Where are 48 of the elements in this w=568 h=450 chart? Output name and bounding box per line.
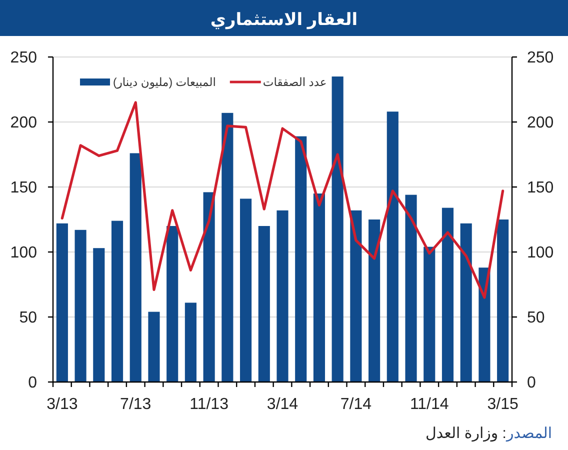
x-tick-label: 3/13 — [46, 396, 78, 413]
x-tick-label: 11/14 — [410, 396, 449, 413]
bar — [203, 192, 215, 382]
y2-tick-label: 50 — [527, 310, 545, 326]
bar — [184, 302, 196, 382]
y-tick-label: 0 — [28, 374, 38, 392]
bar — [56, 223, 68, 382]
bar — [478, 268, 490, 382]
bar — [386, 112, 398, 382]
bar — [166, 226, 178, 382]
bar — [332, 76, 344, 382]
legend-label: عدد الصفقات — [262, 77, 327, 89]
x-tick-label: 7/13 — [120, 396, 152, 413]
chart-title: العقار الاستثماري — [210, 10, 358, 30]
bar — [460, 223, 472, 382]
bar — [93, 248, 105, 382]
text: المصدر: وزارة العدل — [425, 425, 552, 442]
y2-tick-label: 100 — [527, 244, 554, 262]
bar — [295, 136, 307, 382]
bar — [276, 210, 288, 382]
y-tick-label: 200 — [10, 114, 38, 132]
bar — [350, 210, 362, 382]
y-tick-label: 150 — [10, 180, 38, 196]
x-tick-label: 11/13 — [190, 396, 229, 413]
bar — [148, 312, 160, 382]
bar — [405, 194, 417, 382]
y-tick-label: 50 — [19, 310, 38, 326]
x-tick-label: 3/14 — [266, 396, 298, 413]
y-tick-label: 250 — [10, 50, 38, 66]
y2-tick-label: 250 — [527, 50, 554, 66]
bar — [130, 153, 142, 382]
bar — [258, 226, 270, 382]
y-tick-label: 100 — [10, 244, 38, 262]
legend-label: المبيعات (مليون دينار) — [113, 77, 216, 89]
bar — [111, 220, 124, 382]
bar — [74, 230, 86, 382]
bar — [313, 194, 326, 382]
bar — [240, 198, 252, 382]
y2-tick-label: 0 — [527, 374, 536, 392]
bar — [222, 112, 234, 382]
y2-tick-label: 150 — [527, 180, 554, 196]
bar — [497, 220, 509, 382]
bar — [368, 220, 380, 382]
x-tick-label: 3/15 — [487, 396, 518, 413]
bar — [442, 208, 454, 382]
bar — [424, 246, 436, 382]
y2-tick-label: 200 — [527, 114, 554, 132]
x-tick-label: 7/14 — [340, 396, 372, 413]
